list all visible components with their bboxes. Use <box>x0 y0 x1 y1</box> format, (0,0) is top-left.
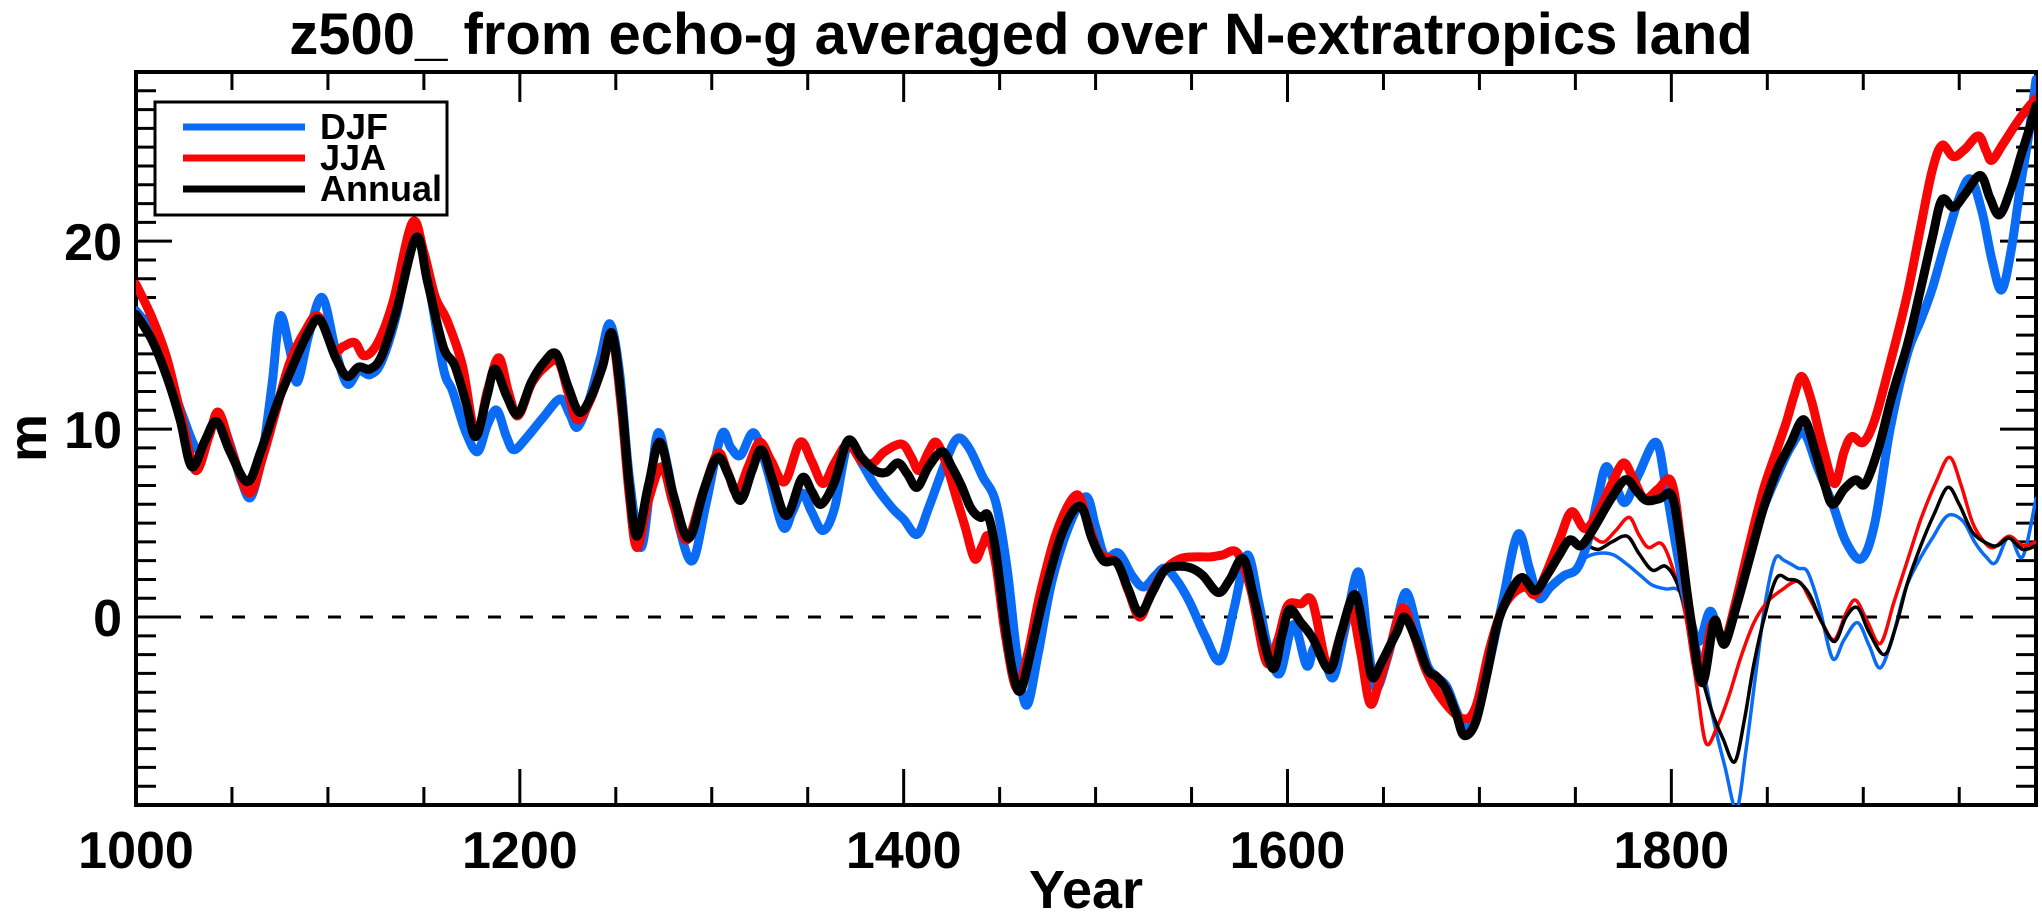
legend-label-DJF: DJF <box>320 106 388 147</box>
series-layer <box>136 75 2036 805</box>
y-tick-label: 10 <box>64 402 122 460</box>
legend-label-JJA: JJA <box>320 137 386 178</box>
x-tick-label: 1800 <box>1614 822 1730 880</box>
legend-label-Annual: Annual <box>320 168 442 209</box>
series-Annual-line <box>136 101 2036 741</box>
x-axis-label: Year <box>1029 860 1143 920</box>
tick-labels: 1000 1200 1400 1600 1800 0 10 20 <box>64 214 1729 880</box>
series-DJF-line <box>136 75 2036 735</box>
y-axis-label: m <box>0 414 58 462</box>
chart-title: z500_ from echo-g averaged over N-extrat… <box>289 2 1752 67</box>
axes <box>134 70 2038 807</box>
x-tick-label: 1200 <box>462 822 578 880</box>
y-tick-label: 0 <box>93 590 122 648</box>
x-tick-label: 1600 <box>1230 822 1346 880</box>
x-tick-label: 1400 <box>846 822 962 880</box>
series-DJF-thin-line <box>1573 496 2036 805</box>
x-tick-label: 1000 <box>78 822 194 880</box>
y-tick-label: 20 <box>64 214 122 272</box>
series-Annual-thin-line <box>1573 485 2036 764</box>
plot-frame <box>134 70 2038 807</box>
